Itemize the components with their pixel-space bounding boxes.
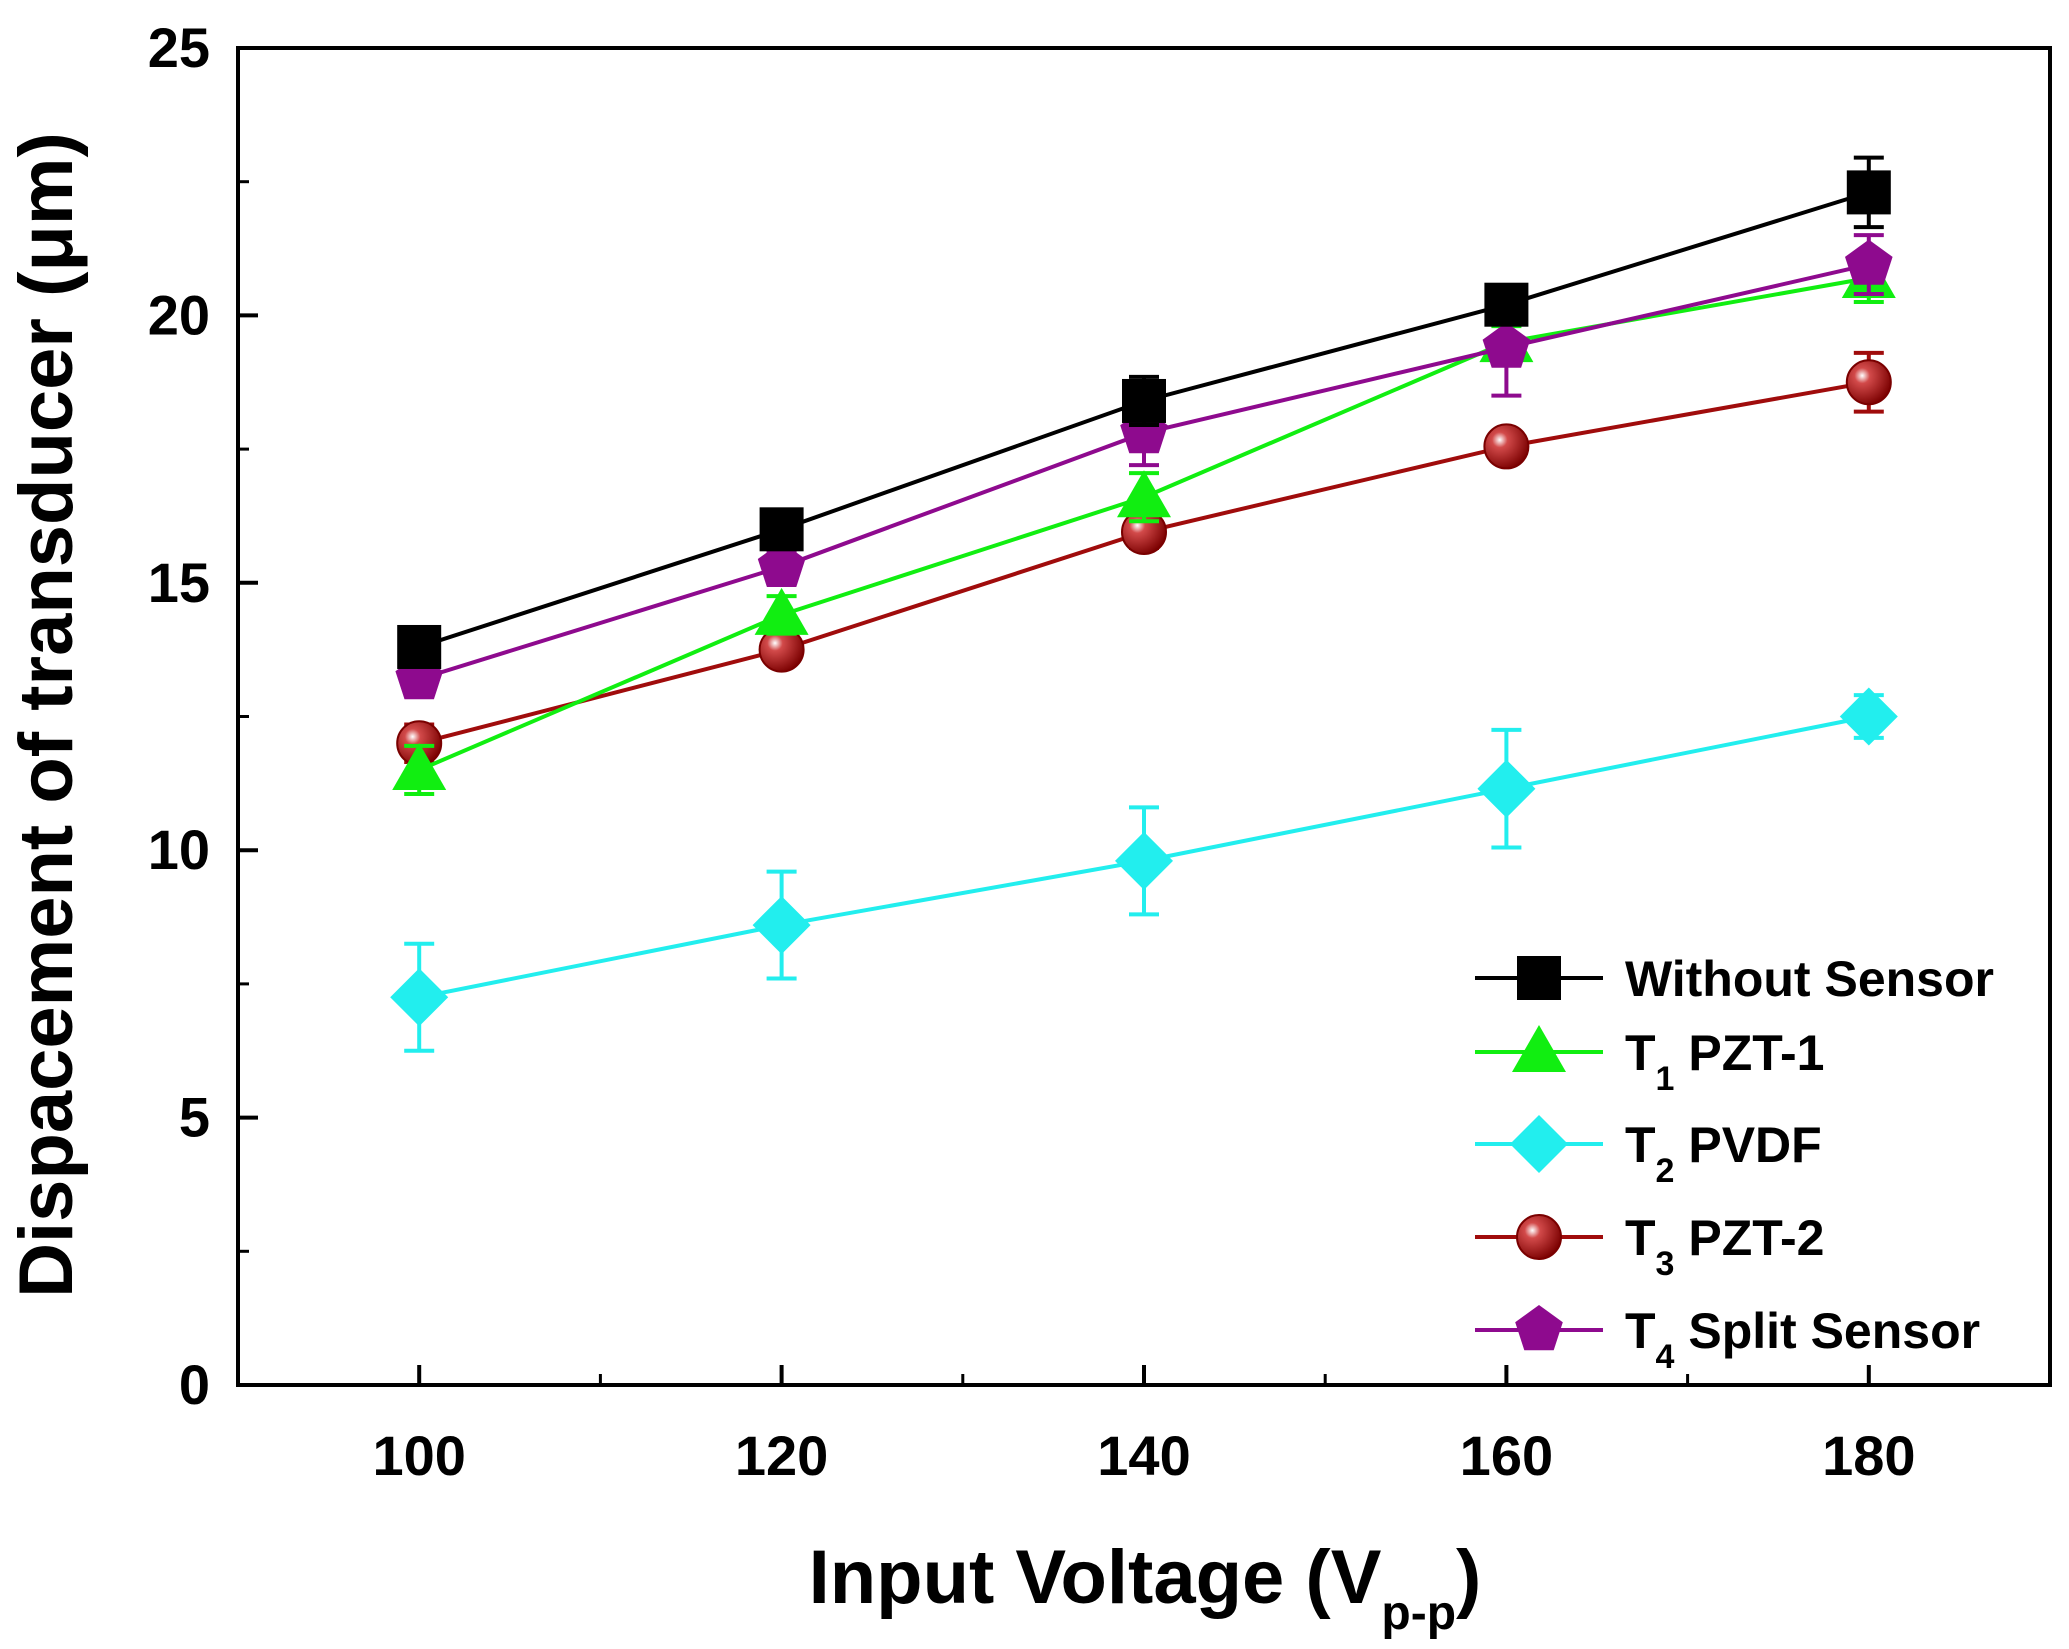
series-t4-split-sensor (395, 233, 1893, 700)
data-point (1482, 322, 1531, 368)
legend-marker (1516, 1214, 1562, 1260)
legend-label: Without Sensor (1625, 951, 1994, 1007)
x-tick-label-120: 120 (735, 1424, 828, 1487)
legend-marker (1510, 1115, 1568, 1173)
legend-item-1: Without Sensor (1475, 951, 1994, 1007)
x-axis-title: Input Voltage (Vp-p) (809, 1535, 1482, 1640)
data-point (752, 896, 811, 955)
series-t2-pvdf (390, 687, 1898, 1053)
y-tick-label-10: 10 (148, 818, 210, 881)
legend-item-2: T1 PZT-1 (1475, 1025, 1825, 1098)
data-point (1483, 423, 1530, 470)
data-point (1484, 282, 1529, 327)
legend-label: T2 PVDF (1625, 1117, 1822, 1190)
y-tick-label-5: 5 (179, 1086, 210, 1149)
data-point (1845, 359, 1892, 406)
legend-item-5: T4 Split Sensor (1475, 1303, 1980, 1376)
legend-marker (1515, 1305, 1563, 1351)
series-t1-pzt-1 (392, 250, 1896, 797)
legend-item-3: T2 PVDF (1475, 1115, 1822, 1190)
data-point (1839, 687, 1898, 746)
data-point (1115, 831, 1173, 890)
legend-item-4: T3 PZT-2 (1475, 1210, 1825, 1283)
x-tick-label-100: 100 (372, 1424, 465, 1487)
y-tick-label-15: 15 (148, 551, 210, 614)
series-without-sensor (397, 155, 1891, 669)
data-point (754, 587, 809, 635)
data-point (759, 507, 804, 552)
y-axis-title: Dispacement of transducer (μm) (4, 132, 89, 1298)
legend-marker (1517, 956, 1561, 1000)
legend-label: T3 PZT-2 (1625, 1210, 1825, 1283)
legend-marker (1512, 1025, 1566, 1072)
data-point (1117, 470, 1171, 518)
data-point (1846, 170, 1891, 215)
legend-label: T1 PZT-1 (1625, 1025, 1825, 1098)
y-tick-label-0: 0 (179, 1353, 210, 1416)
x-tick-label-140: 140 (1097, 1424, 1190, 1487)
data-point (1845, 239, 1893, 285)
data-point (390, 968, 449, 1027)
legend: Without Sensor T1 PZT-1 T2 PVDF T3 PZT-2 T4 … (1475, 951, 1994, 1376)
data-point (1122, 378, 1166, 423)
data-point (397, 624, 442, 669)
legend-label: T4 Split Sensor (1625, 1303, 1980, 1376)
plot-frame (236, 46, 2052, 1387)
y-tick-label-20: 20 (148, 283, 210, 346)
x-tick-label-180: 180 (1822, 1424, 1915, 1487)
data-point (392, 742, 447, 790)
data-point (757, 541, 806, 587)
x-tick-label-160: 160 (1460, 1424, 1553, 1487)
y-tick-label-25: 25 (148, 16, 210, 79)
data-point (1477, 759, 1536, 818)
